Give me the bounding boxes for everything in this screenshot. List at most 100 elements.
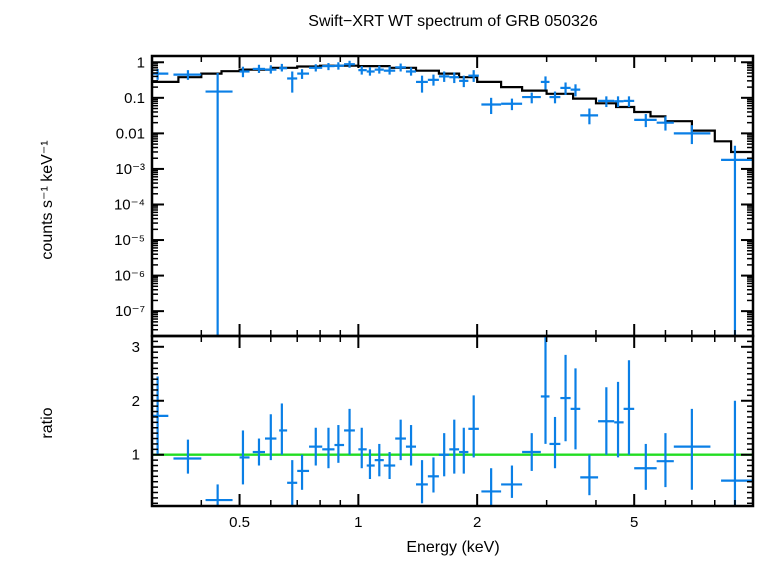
ratio-data-point [468,395,479,458]
top-data-point [405,67,417,76]
top-y-tick-label: 1 [137,54,145,71]
ratio-data-point [405,425,417,466]
top-data-point [279,63,288,72]
top-y-tick-label: 10⁻⁴ [114,196,145,213]
top-data-point [580,108,599,125]
bottom-y-tick-label: 2 [132,393,140,410]
top-data-point [344,60,355,68]
ratio-data-point [522,433,541,471]
bottom-panel: 0.5 1 2 5 1 2 3 [132,334,755,531]
ratio-data-point [481,468,502,506]
ratio-data-point [449,419,460,474]
ratio-data-point [623,360,635,455]
x-tick-label: 0.5 [229,514,250,531]
top-data-point [459,75,469,88]
top-data-point [416,75,428,93]
ratio-data-point [634,443,657,490]
top-panel: 1 0.1 0.01 10⁻³ 10⁻⁴ 10⁻⁵ 10⁻⁶ 10⁻⁷ [114,54,755,338]
bottom-y-tick-label: 1 [132,447,140,464]
top-y-tick-label: 0.01 [116,125,145,142]
ratio-data-point [560,354,571,442]
ratio-data-point [570,368,581,450]
ratio-data-point [438,433,450,477]
x-axis-label: Energy (keV) [406,539,499,556]
ratio-data-point [279,403,288,455]
bottom-y-tick-label: 3 [132,339,140,356]
bottom-plot-frame [150,334,755,508]
top-data-point [309,64,323,72]
top-data-point [287,71,298,93]
top-y-tick-label: 0.1 [124,90,145,107]
top-data-point [673,125,711,145]
top-data-point [334,62,345,70]
ratio-data-point [152,376,169,455]
ratio-data-point [540,336,550,444]
x-tick-label: 1 [354,514,362,531]
top-data-point [468,70,479,82]
top-data-point [297,69,310,79]
ratio-data-point [614,381,624,458]
top-y-tick-label: 10⁻⁶ [114,268,145,285]
top-data-point [721,145,753,336]
top-data-point [252,64,265,73]
top-plot-frame [150,54,755,338]
ratio-data-point [309,427,323,466]
chart-title: Swift−XRT WT spectrum of GRB 050326 [308,13,598,30]
top-data-point [656,116,674,131]
ratio-data-point [344,408,355,455]
x-tick-label: 5 [630,514,638,531]
ratio-data-point [656,433,674,488]
top-data-point [205,72,233,336]
ratio-data-point [673,408,711,490]
ratio-data-point [459,427,469,474]
top-data-point [395,63,406,72]
ratio-data-point [287,460,298,506]
x-tick-label: 2 [473,514,481,531]
ratio-data-point [416,460,428,504]
top-data-point [173,70,202,80]
top-y-tick-label: 10⁻⁵ [114,232,145,249]
top-data-point [501,98,523,111]
ratio-data-point [366,449,375,480]
model-curve [152,64,753,154]
ratio-data-point [721,400,753,506]
ratio-data-point [383,452,396,480]
ratio-data-point [358,427,367,469]
top-data-point [427,74,439,86]
ratio-data-point [252,438,265,466]
top-y-tick-label: 10⁻³ [115,161,145,178]
ratio-data-point [205,484,233,506]
ratio-data-point [395,419,406,461]
top-data-point [598,96,615,108]
ratio-data-point [549,416,561,469]
top-data-point [481,97,502,115]
top-data-point [383,66,396,75]
top-data-point [322,63,335,71]
top-data-point [366,67,375,76]
top-y-axis-label: counts s⁻¹ keV⁻¹ [39,140,56,259]
top-data-point [449,72,460,84]
top-data-point [522,92,541,104]
ratio-data-point [173,439,202,474]
top-y-tick-label: 10⁻⁷ [115,303,145,320]
top-data-point [540,76,550,90]
ratio-data-point [598,387,615,455]
top-data-point [264,65,277,74]
ratio-data-point [297,454,310,490]
top-data-point [374,65,384,74]
ratio-data-point [501,465,523,498]
top-data-point [549,91,561,104]
ratio-data-point [239,430,250,485]
top-data-point [358,66,367,75]
ratio-data-point [427,457,439,493]
top-data-point [623,96,635,108]
bottom-y-axis-label: ratio [39,407,56,438]
ratio-data-point [580,454,599,496]
ratio-data-point [334,425,345,463]
top-data-point [570,84,581,97]
top-data-point [614,96,624,108]
top-data-point [634,114,657,128]
top-data-point [239,66,250,78]
